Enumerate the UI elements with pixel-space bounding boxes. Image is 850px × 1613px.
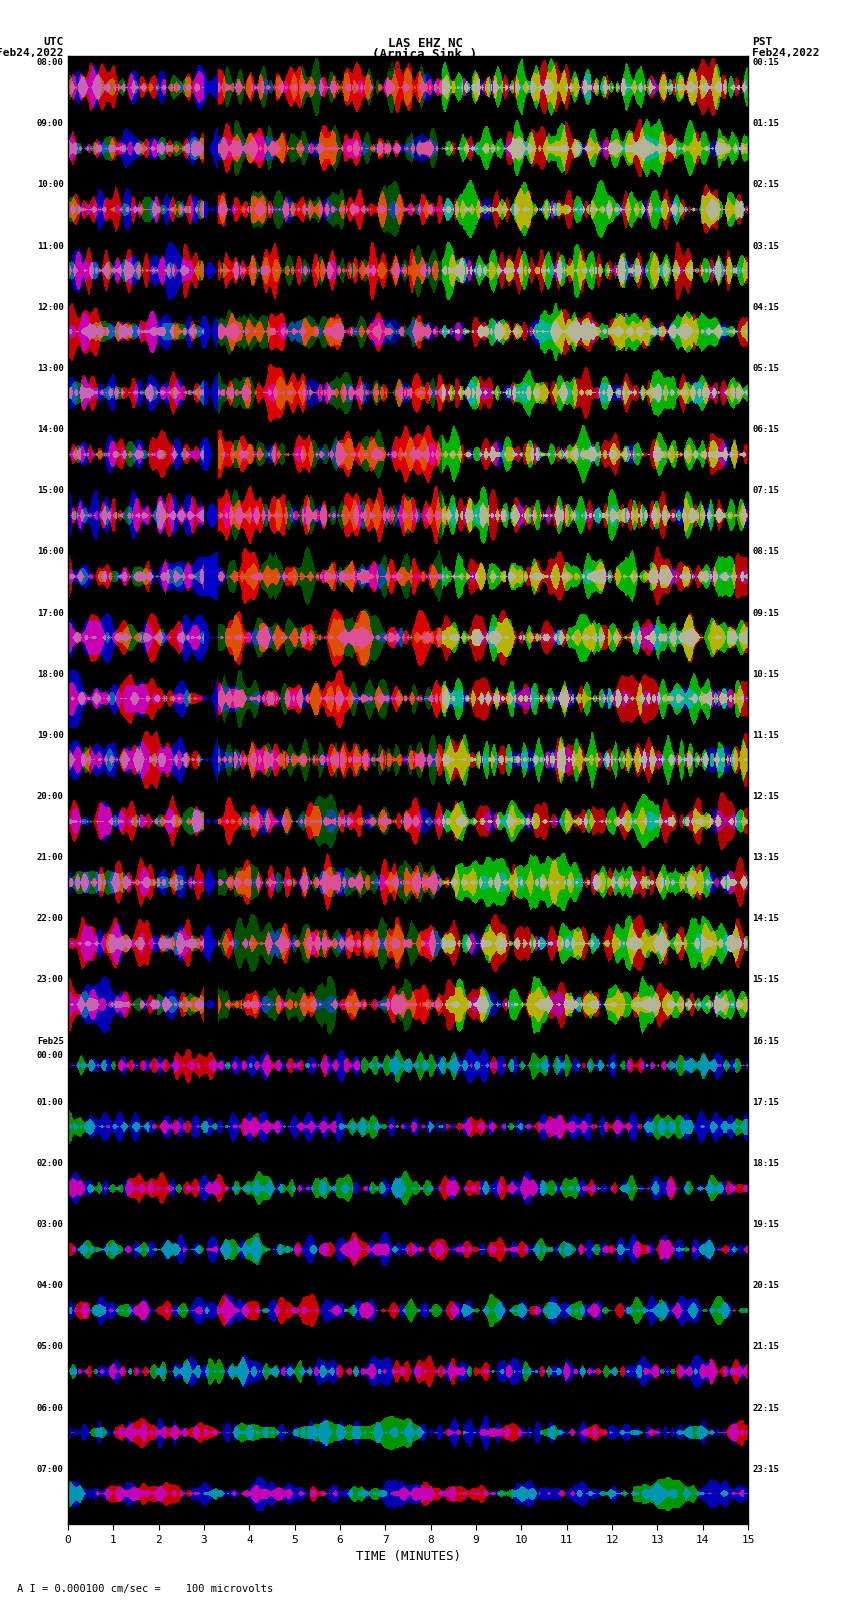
Text: 11:15: 11:15: [752, 731, 779, 740]
Text: 19:00: 19:00: [37, 731, 64, 740]
Text: 17:00: 17:00: [37, 608, 64, 618]
Text: 13:15: 13:15: [752, 853, 779, 861]
Text: 02:00: 02:00: [37, 1158, 64, 1168]
Text: 16:00: 16:00: [37, 547, 64, 556]
Text: 07:00: 07:00: [37, 1465, 64, 1474]
Text: 22:00: 22:00: [37, 915, 64, 923]
Text: 18:00: 18:00: [37, 669, 64, 679]
Text: 21:15: 21:15: [752, 1342, 779, 1352]
Text: 14:00: 14:00: [37, 426, 64, 434]
Text: LAS EHZ NC: LAS EHZ NC: [388, 37, 462, 50]
Text: 02:15: 02:15: [752, 181, 779, 189]
Text: Feb25: Feb25: [37, 1037, 64, 1045]
Text: 10:00: 10:00: [37, 181, 64, 189]
Text: 01:00: 01:00: [37, 1098, 64, 1107]
Text: I = 0.000100 cm/sec: I = 0.000100 cm/sec: [361, 60, 489, 69]
Text: 00:00: 00:00: [37, 1052, 64, 1060]
Text: 01:15: 01:15: [752, 119, 779, 127]
Text: Feb24,2022: Feb24,2022: [752, 48, 819, 58]
Text: Feb24,2022: Feb24,2022: [0, 48, 64, 58]
Text: 07:15: 07:15: [752, 486, 779, 495]
Text: 22:15: 22:15: [752, 1403, 779, 1413]
Text: 13:00: 13:00: [37, 365, 64, 373]
Text: 09:15: 09:15: [752, 608, 779, 618]
X-axis label: TIME (MINUTES): TIME (MINUTES): [355, 1550, 461, 1563]
Text: 15:00: 15:00: [37, 486, 64, 495]
Text: 23:15: 23:15: [752, 1465, 779, 1474]
Text: 06:00: 06:00: [37, 1403, 64, 1413]
Text: 00:15: 00:15: [752, 58, 779, 68]
Text: 20:15: 20:15: [752, 1281, 779, 1290]
Text: 14:15: 14:15: [752, 915, 779, 923]
Text: A I = 0.000100 cm/sec =    100 microvolts: A I = 0.000100 cm/sec = 100 microvolts: [17, 1584, 273, 1594]
Text: 08:00: 08:00: [37, 58, 64, 68]
Text: 12:00: 12:00: [37, 303, 64, 311]
Text: 11:00: 11:00: [37, 242, 64, 250]
Text: 10:15: 10:15: [752, 669, 779, 679]
Text: 03:00: 03:00: [37, 1219, 64, 1229]
Text: 03:15: 03:15: [752, 242, 779, 250]
Text: PST: PST: [752, 37, 773, 47]
Text: 15:15: 15:15: [752, 976, 779, 984]
Text: 16:15: 16:15: [752, 1037, 779, 1045]
Text: 04:15: 04:15: [752, 303, 779, 311]
Text: 21:00: 21:00: [37, 853, 64, 861]
Text: (Arnica Sink ): (Arnica Sink ): [372, 48, 478, 61]
Text: 09:00: 09:00: [37, 119, 64, 127]
Text: I: I: [385, 60, 394, 74]
Text: 06:15: 06:15: [752, 426, 779, 434]
Text: 23:00: 23:00: [37, 976, 64, 984]
Text: 17:15: 17:15: [752, 1098, 779, 1107]
Text: 19:15: 19:15: [752, 1219, 779, 1229]
Text: 18:15: 18:15: [752, 1158, 779, 1168]
Text: 08:15: 08:15: [752, 547, 779, 556]
Text: 05:15: 05:15: [752, 365, 779, 373]
Text: 04:00: 04:00: [37, 1281, 64, 1290]
Text: 12:15: 12:15: [752, 792, 779, 802]
Text: 20:00: 20:00: [37, 792, 64, 802]
Text: UTC: UTC: [43, 37, 64, 47]
Text: 05:00: 05:00: [37, 1342, 64, 1352]
